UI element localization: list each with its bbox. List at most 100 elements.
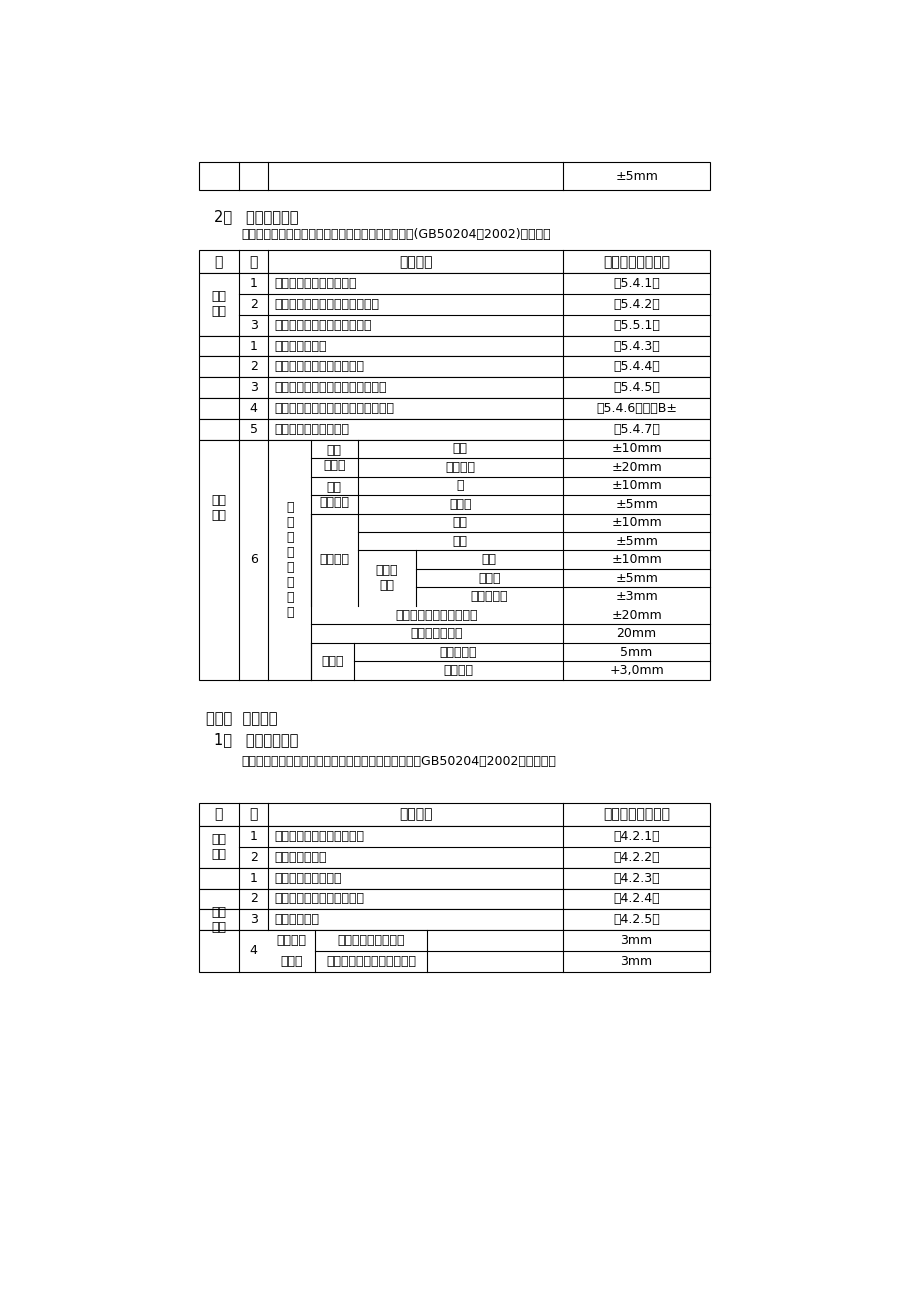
Text: 受力钢筋的品种、级别和数量: 受力钢筋的品种、级别和数量 <box>275 319 372 332</box>
Text: 避免隔离剂沾污: 避免隔离剂沾污 <box>275 850 327 863</box>
Text: +3,0mm: +3,0mm <box>608 664 664 677</box>
Text: 检查项目: 检查项目 <box>399 807 432 822</box>
Text: 1、   模板安装工程: 1、 模板安装工程 <box>214 733 299 747</box>
Text: 水平高差: 水平高差 <box>443 664 472 677</box>
Text: 接头位置和数量: 接头位置和数量 <box>275 340 327 353</box>
Text: ±5mm: ±5mm <box>615 169 657 182</box>
Text: ±3mm: ±3mm <box>615 590 657 603</box>
Text: 主控
项目: 主控 项目 <box>211 290 226 319</box>
Bar <box>199 909 709 930</box>
Text: 6: 6 <box>250 553 257 566</box>
Text: 允许偏差或允许值: 允许偏差或允许值 <box>603 255 669 268</box>
Text: 序: 序 <box>249 807 257 822</box>
Text: 第5.4.4条: 第5.4.4条 <box>613 361 659 374</box>
Text: 2: 2 <box>250 298 257 311</box>
Text: 第5.4.5条: 第5.4.5条 <box>612 381 659 395</box>
Text: 预埋件: 预埋件 <box>321 655 344 668</box>
Bar <box>199 336 709 357</box>
Text: 用作模板的地坪、胎模质量: 用作模板的地坪、胎模质量 <box>275 892 364 905</box>
Text: 长宽: 长宽 <box>452 443 467 456</box>
Text: 3mm: 3mm <box>619 954 652 967</box>
Text: 第5.4.3条: 第5.4.3条 <box>613 340 659 353</box>
Text: 预留孔: 预留孔 <box>280 954 302 967</box>
Bar <box>199 930 709 971</box>
Text: 模板支撑、立柱位置和垫板: 模板支撑、立柱位置和垫板 <box>275 831 364 842</box>
Text: 2: 2 <box>250 361 257 374</box>
Bar <box>199 827 709 867</box>
Text: 3mm: 3mm <box>619 934 652 947</box>
Text: 第4.2.1条: 第4.2.1条 <box>613 831 659 842</box>
Text: 第4.2.2条: 第4.2.2条 <box>613 850 659 863</box>
Text: 保护层
厚度: 保护层 厚度 <box>375 564 397 592</box>
Text: 1: 1 <box>250 277 257 290</box>
Text: 搭接长度范围内的箍筋: 搭接长度范围内的箍筋 <box>275 423 349 436</box>
Text: 模板安装的一般要求: 模板安装的一般要求 <box>275 871 342 884</box>
Text: 允许偏差或允许值: 允许偏差或允许值 <box>603 807 669 822</box>
Text: 绑扎
钢筋网: 绑扎 钢筋网 <box>323 444 346 473</box>
Text: 中心线位置: 中心线位置 <box>439 646 477 659</box>
Text: 第5.5.1条: 第5.5.1条 <box>612 319 659 332</box>
Text: 第4.2.5条: 第4.2.5条 <box>613 913 659 926</box>
Text: 一般
项目: 一般 项目 <box>211 906 226 934</box>
Bar <box>199 378 709 398</box>
Text: 排距: 排距 <box>452 535 467 548</box>
Text: 绑扎箍筋、横向钢筋间距: 绑扎箍筋、横向钢筋间距 <box>395 608 478 621</box>
Text: 主控
项目: 主控 项目 <box>211 833 226 861</box>
Text: 4: 4 <box>250 402 257 415</box>
Text: ±10mm: ±10mm <box>610 553 662 566</box>
Text: 检查项目: 检查项目 <box>399 255 432 268</box>
Bar <box>199 273 709 336</box>
Text: 20mm: 20mm <box>616 628 656 641</box>
Bar <box>199 398 709 419</box>
Text: 纵向受力钢筋的连接方式: 纵向受力钢筋的连接方式 <box>275 277 357 290</box>
Text: 1: 1 <box>250 831 257 842</box>
Text: 第4.2.3条: 第4.2.3条 <box>613 871 659 884</box>
Text: 预埋钢板中心线位置: 预埋钢板中心线位置 <box>337 934 404 947</box>
Bar <box>199 357 709 378</box>
Text: 板、墙、壳: 板、墙、壳 <box>470 590 507 603</box>
Text: 2: 2 <box>250 850 257 863</box>
Text: 长: 长 <box>456 479 463 492</box>
Text: ±20mm: ±20mm <box>610 461 662 474</box>
Text: 3: 3 <box>250 913 257 926</box>
Text: 网眼尺寸: 网眼尺寸 <box>445 461 475 474</box>
Text: ±5mm: ±5mm <box>615 535 657 548</box>
Text: ±5mm: ±5mm <box>615 497 657 510</box>
Text: 3: 3 <box>250 319 257 332</box>
Text: 4: 4 <box>250 944 257 957</box>
Text: ±5mm: ±5mm <box>615 572 657 585</box>
Bar <box>199 163 709 190</box>
Text: 钢
筋
安
装
允
许
偏
差: 钢 筋 安 装 允 许 偏 差 <box>286 501 293 618</box>
Text: 质量要求符合《混凝土结构工程施工质量验收规范》(GB50204－2002)的规定。: 质量要求符合《混凝土结构工程施工质量验收规范》(GB50204－2002)的规定… <box>241 228 550 241</box>
Text: 项: 项 <box>214 255 222 268</box>
Bar <box>199 867 709 888</box>
Text: 预留管、预留孔中心线位置: 预留管、预留孔中心线位置 <box>325 954 415 967</box>
Text: ±10mm: ±10mm <box>610 443 662 456</box>
Text: 机械连接和焊接接头的力学性能: 机械连接和焊接接头的力学性能 <box>275 298 380 311</box>
Text: （二）  模板工程: （二） 模板工程 <box>206 711 278 725</box>
Text: 第5.4.2条: 第5.4.2条 <box>613 298 659 311</box>
Text: 第4.2.4条: 第4.2.4条 <box>613 892 659 905</box>
Text: ±10mm: ±10mm <box>610 517 662 529</box>
Text: 钢筋弯起点位置: 钢筋弯起点位置 <box>410 628 463 641</box>
Text: 质量要求符合《混凝土结构工程施工质量验收规范》（GB50204－2002）的规定。: 质量要求符合《混凝土结构工程施工质量验收规范》（GB50204－2002）的规定… <box>241 755 556 768</box>
Text: 宽、高: 宽、高 <box>448 497 471 510</box>
Text: 5: 5 <box>249 423 257 436</box>
Text: 一般
项目: 一般 项目 <box>211 493 226 522</box>
Text: 机械连接、焊接的接头面积百分率: 机械连接、焊接的接头面积百分率 <box>275 381 387 395</box>
Text: 项: 项 <box>214 807 222 822</box>
Text: 第5.4.1条: 第5.4.1条 <box>613 277 659 290</box>
Text: 绑扎
钢筋骨架: 绑扎 钢筋骨架 <box>319 480 349 509</box>
Bar <box>199 440 709 680</box>
Text: ±10mm: ±10mm <box>610 479 662 492</box>
Text: 间距: 间距 <box>452 517 467 529</box>
Bar <box>199 888 709 909</box>
Text: 序: 序 <box>249 255 257 268</box>
Text: 绑扎搭接接头面积百分率和搭接长度: 绑扎搭接接头面积百分率和搭接长度 <box>275 402 394 415</box>
Text: 模板起拱高度: 模板起拱高度 <box>275 913 319 926</box>
Text: 机械连接、焊接的外观质量: 机械连接、焊接的外观质量 <box>275 361 364 374</box>
Text: 2: 2 <box>250 892 257 905</box>
Text: 3: 3 <box>250 381 257 395</box>
Text: 柱、梁: 柱、梁 <box>478 572 500 585</box>
Text: ±20mm: ±20mm <box>610 608 662 621</box>
